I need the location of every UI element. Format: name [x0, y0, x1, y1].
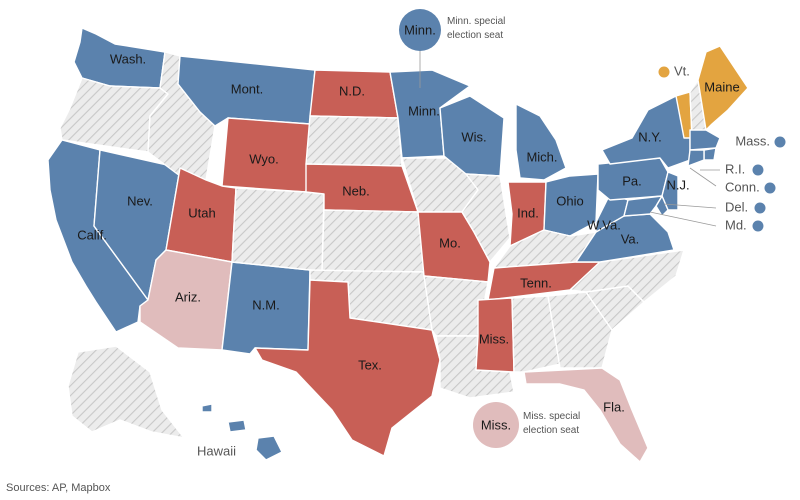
- state-labels: Wash. Calif. Nev. Mont. Wyo. Utah Ariz. N.M. N.D…: [77, 51, 740, 414]
- state-label-ms: Miss.: [479, 331, 509, 346]
- state-alabama: [511, 295, 561, 373]
- miss-special-label: Miss.: [481, 417, 511, 432]
- del-dot-icon: [754, 202, 766, 214]
- minn-special-seat: Minn. Minn. special election seat: [399, 9, 505, 88]
- state-label-va: Va.: [621, 231, 640, 246]
- state-hawaii-maui: [227, 419, 247, 433]
- hawaii-callout-label: Hawaii: [197, 443, 236, 458]
- md-dot-icon: [752, 220, 764, 232]
- state-label-nj: N.J.: [666, 177, 689, 192]
- state-illinois: [461, 173, 511, 263]
- miss-special-note-2: election seat: [523, 425, 579, 436]
- conn-callout-label: Conn.: [725, 179, 760, 194]
- state-mich: [515, 103, 567, 181]
- state-label-pa: Pa.: [622, 173, 642, 188]
- state-label-fl: Fla.: [603, 399, 625, 414]
- minn-special-note-1: Minn. special: [447, 16, 505, 27]
- minn-special-bubble: [399, 9, 441, 51]
- md-callout-label: Md.: [725, 217, 747, 232]
- small-state-callouts: Vt. Mass. R.I. Conn. Del. Md. Hawaii: [197, 63, 786, 458]
- state-hawaii: [201, 403, 213, 413]
- state-label-mt: Mont.: [231, 81, 264, 96]
- miss-special-note-1: Miss. special: [523, 411, 580, 422]
- state-miss: [475, 297, 515, 373]
- state-label-wi: Wis.: [461, 129, 486, 144]
- state-label-ca: Calif.: [77, 227, 107, 242]
- ri-callout-label: R.I.: [725, 161, 745, 176]
- state-label-nm: N.M.: [252, 297, 279, 312]
- state-hawaii-group: [201, 403, 283, 461]
- state-ri: [703, 147, 717, 161]
- state-fla: [523, 367, 649, 463]
- state-label-wa: Wash.: [110, 51, 146, 66]
- minn-special-note-2: election seat: [447, 30, 503, 41]
- state-label-wy: Wyo.: [249, 151, 279, 166]
- state-label-mn: Minn.: [408, 103, 440, 118]
- source-note: Sources: AP, Mapbox: [6, 482, 111, 494]
- state-label-ne: Neb.: [342, 183, 369, 198]
- state-maine: [697, 45, 749, 131]
- state-label-in: Ind.: [517, 205, 539, 220]
- state-label-mo: Mo.: [439, 235, 461, 250]
- state-label-nd: N.D.: [339, 83, 365, 98]
- states-layer: [47, 27, 749, 463]
- state-hawaii-big-island: [255, 435, 283, 461]
- state-label-tx: Tex.: [358, 357, 382, 372]
- state-label-wv: W.Va.: [587, 217, 621, 232]
- state-label-az: Ariz.: [175, 289, 201, 304]
- miss-special-seat: Miss. Miss. special election seat: [473, 402, 580, 448]
- state-sd: [305, 115, 403, 167]
- state-tex: [254, 279, 441, 457]
- state-label-me: Maine: [704, 79, 739, 94]
- vt-dot-icon: [658, 66, 670, 78]
- state-colorado: [231, 187, 325, 273]
- conn-dot-icon: [764, 182, 776, 194]
- state-mass: [689, 129, 721, 151]
- ri-dot-icon: [752, 164, 764, 176]
- state-label-mi: Mich.: [526, 149, 557, 164]
- miss-special-bubble: [473, 402, 519, 448]
- state-nj: [661, 171, 679, 211]
- state-label-tn: Tenn.: [520, 275, 552, 290]
- vt-callout-label: Vt.: [674, 63, 690, 78]
- mass-dot-icon: [774, 136, 786, 148]
- del-callout-label: Del.: [725, 199, 748, 214]
- state-label-ut: Utah: [188, 205, 215, 220]
- mass-callout-label: Mass.: [735, 133, 770, 148]
- state-georgia: [547, 291, 613, 369]
- minn-special-label: Minn.: [404, 22, 436, 37]
- state-label-oh: Ohio: [556, 193, 583, 208]
- state-alaska: [67, 345, 185, 439]
- state-label-nv: Nev.: [127, 193, 153, 208]
- state-md: [623, 195, 663, 217]
- state-kansas: [321, 209, 425, 273]
- state-label-ny: N.Y.: [638, 129, 662, 144]
- state-conn: [687, 149, 705, 167]
